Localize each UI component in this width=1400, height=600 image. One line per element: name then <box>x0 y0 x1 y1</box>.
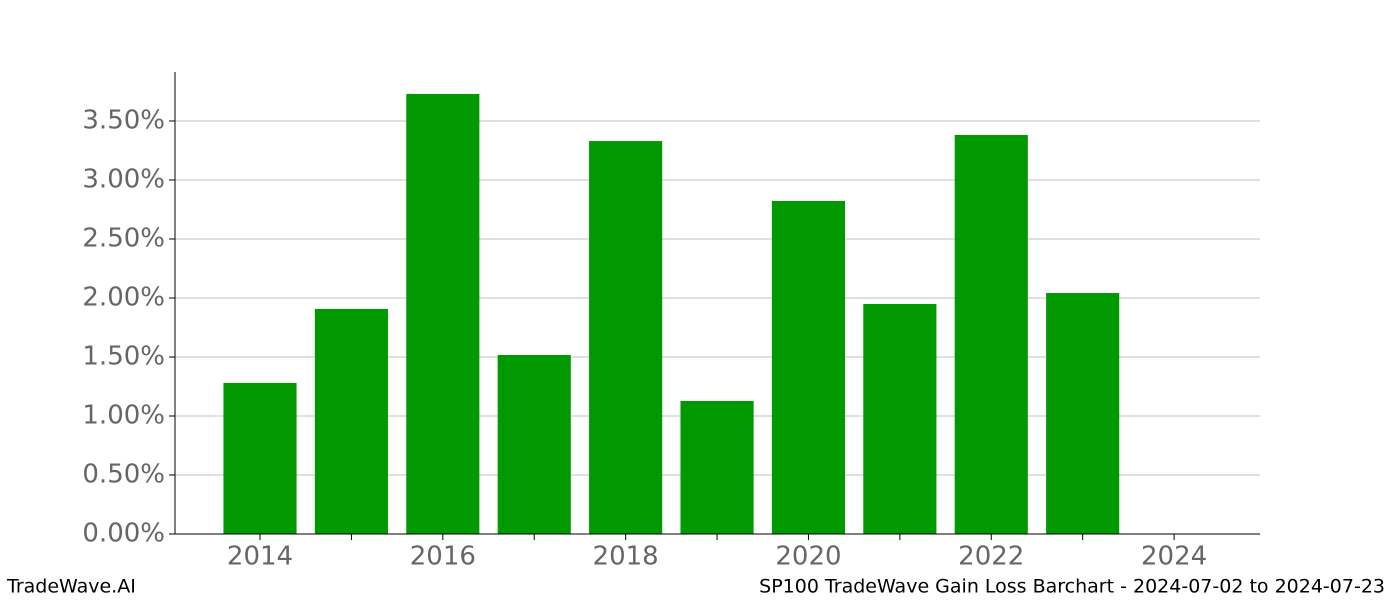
y-tick-label: 2.50% <box>82 223 165 253</box>
y-tick-label: 3.50% <box>82 105 165 135</box>
x-tick-label: 2024 <box>1141 542 1207 572</box>
x-tick-label: 2018 <box>593 542 659 572</box>
y-tick-label: 2.00% <box>82 282 165 312</box>
x-tick-label: 2016 <box>410 542 476 572</box>
y-tick-label: 3.00% <box>82 164 165 194</box>
bar <box>680 401 754 534</box>
bar <box>406 93 480 534</box>
y-tick-label: 0.00% <box>82 519 165 549</box>
bar <box>771 200 846 535</box>
y-tick-label: 1.00% <box>82 400 165 430</box>
footer-left: TradeWave.AI <box>6 576 136 598</box>
y-tick-label: 1.50% <box>82 341 165 371</box>
bar <box>223 382 297 534</box>
y-tick-label: 0.50% <box>82 459 165 489</box>
bar <box>1046 293 1120 534</box>
x-tick-label: 2020 <box>775 542 841 572</box>
footer-right: SP100 TradeWave Gain Loss Barchart - 202… <box>759 576 1385 598</box>
bar <box>314 308 388 534</box>
x-tick-label: 2014 <box>227 542 293 572</box>
bar <box>589 141 663 534</box>
bar <box>863 304 937 534</box>
bar <box>497 354 571 534</box>
bar <box>954 135 1028 534</box>
x-tick-label: 2022 <box>958 542 1024 572</box>
